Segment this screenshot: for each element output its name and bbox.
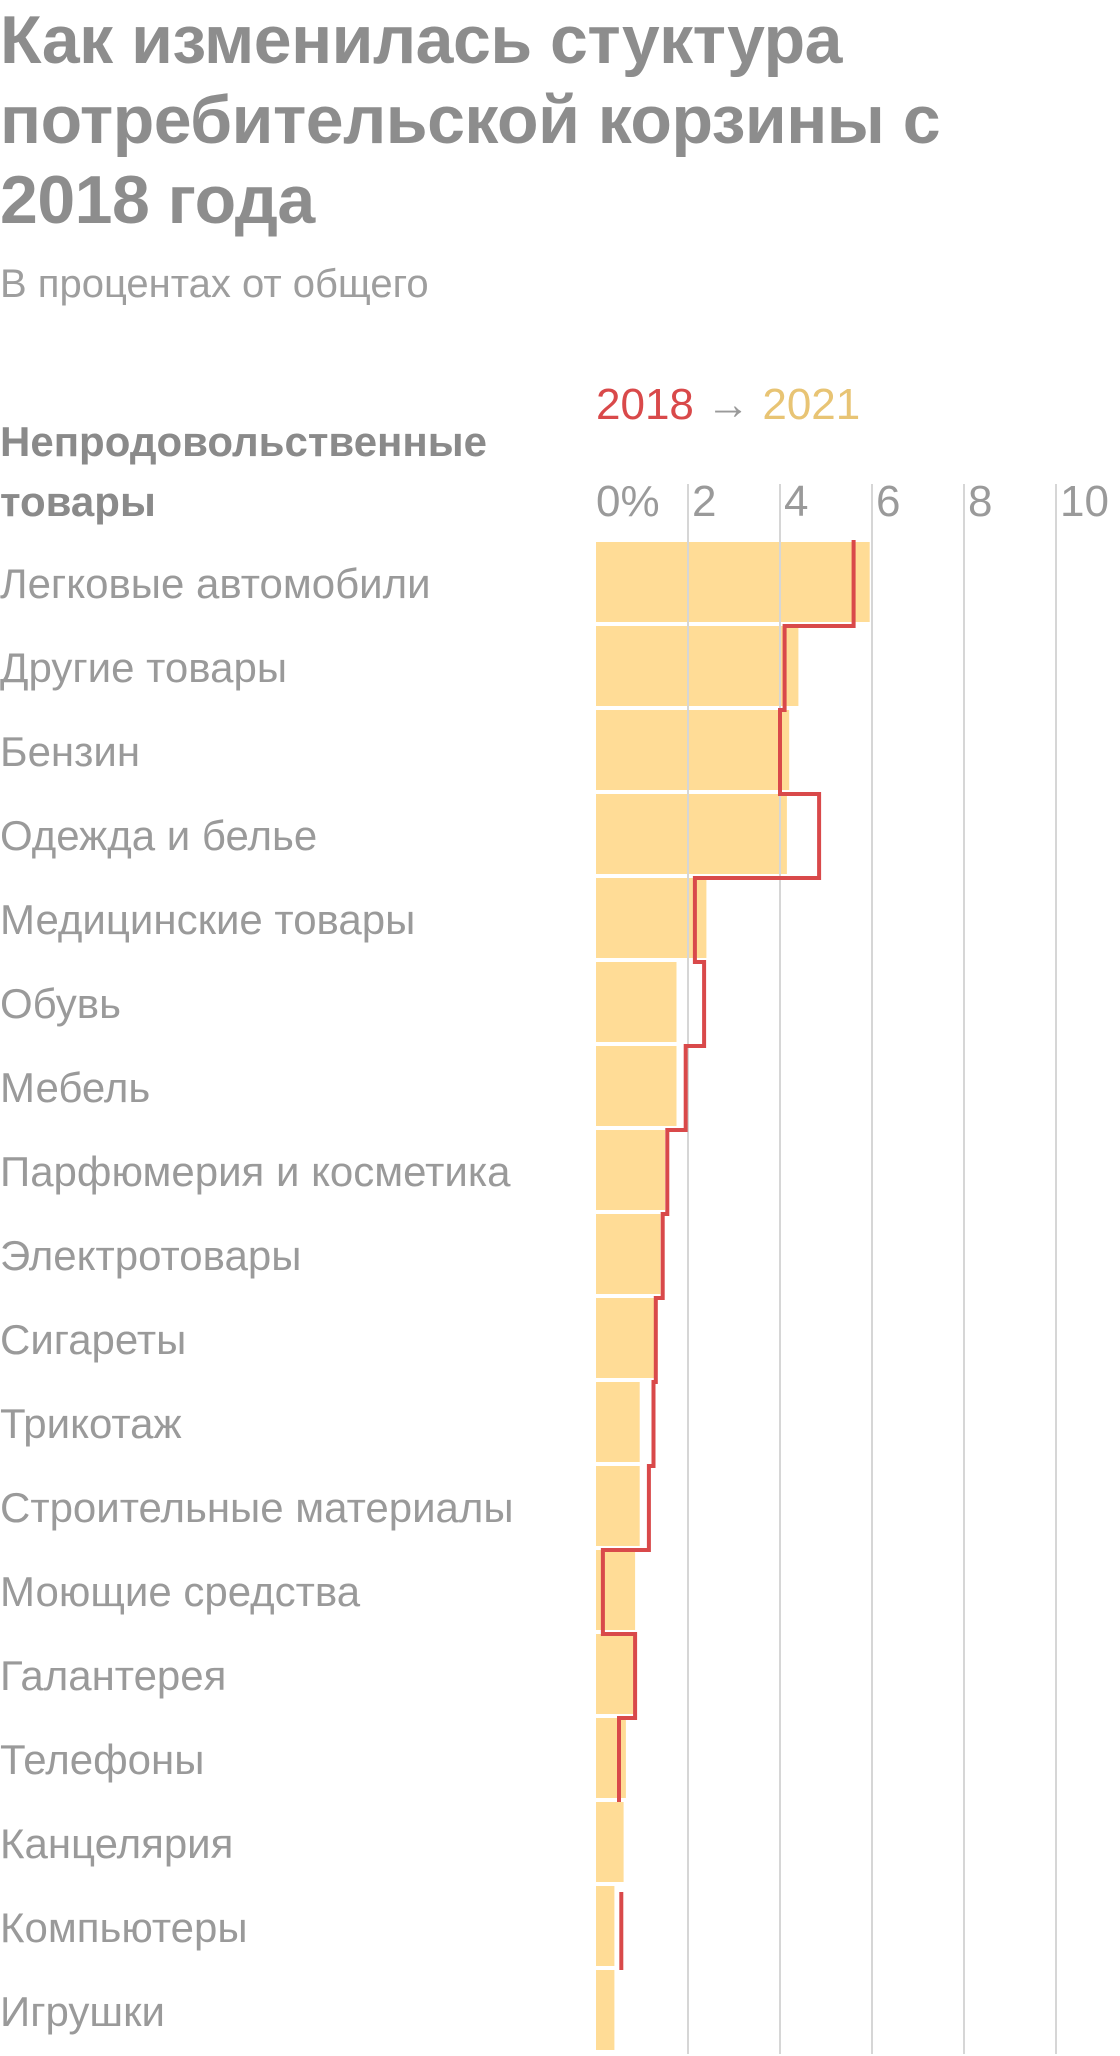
chart-title: Как изменилась стуктура потребительской …	[0, 2, 941, 238]
bars-2021	[596, 542, 870, 2050]
category-label: Строительные материалы	[0, 1484, 514, 1531]
bar-2021	[596, 1802, 624, 1882]
category-label: Медицинские товары	[0, 896, 415, 943]
category-label: Компьютеры	[0, 1904, 248, 1951]
category-label: Легковые автомобили	[0, 560, 431, 607]
section-label: Непродовольственные товары	[0, 418, 488, 525]
series-2018-path	[600, 540, 856, 1970]
tick-labels: 0% 2 4 6 8 10	[596, 477, 1109, 526]
bar-2021	[596, 542, 870, 622]
category-label: Сигареты	[0, 1316, 186, 1363]
tick-label: 2	[692, 477, 716, 526]
category-label: Электротовары	[0, 1232, 301, 1279]
category-label: Моющие средства	[0, 1568, 361, 1615]
category-label: Игрушки	[0, 1988, 165, 2035]
category-labels: Легковые автомобили Другие товары Бензин Од…	[0, 560, 514, 2035]
bar-2021	[596, 626, 799, 706]
legend-2021: 2021	[762, 380, 861, 429]
category-label: Телефоны	[0, 1736, 204, 1783]
category-label: Бензин	[0, 728, 140, 775]
bar-2021	[596, 1970, 615, 2050]
bar-2021	[596, 1886, 615, 1966]
tick-label: 4	[784, 477, 808, 526]
category-label: Галантерея	[0, 1652, 226, 1699]
bar-2021	[596, 1130, 665, 1210]
category-label: Мебель	[0, 1064, 150, 1111]
chart-subtitle: В процентах от общего	[0, 262, 429, 306]
tick-label: 10	[1060, 477, 1109, 526]
bar-2021	[596, 1634, 636, 1714]
bar-2021	[596, 1046, 677, 1126]
category-label: Другие товары	[0, 644, 287, 691]
series-2018-line	[600, 540, 856, 1970]
bar-2021	[596, 1382, 640, 1462]
tick-label: 0%	[596, 477, 660, 526]
category-label: Парфюмерия и косметика	[0, 1148, 511, 1195]
bar-2021	[596, 878, 707, 958]
bar-2021	[596, 794, 787, 874]
bar-2021	[596, 1214, 661, 1294]
bar-2021	[596, 1298, 656, 1378]
legend-arrow-icon: →	[706, 380, 751, 429]
legend: 2018 → 2021	[596, 380, 860, 430]
category-label: Обувь	[0, 980, 121, 1027]
bar-2021	[596, 1466, 640, 1546]
tick-label: 8	[968, 477, 992, 526]
category-label: Трикотаж	[0, 1400, 182, 1447]
category-label: Канцелярия	[0, 1820, 233, 1867]
bar-2021	[596, 1718, 626, 1798]
legend-2018: 2018	[596, 380, 694, 429]
bar-2021	[596, 962, 677, 1042]
gridlines	[687, 484, 1057, 2054]
bar-2021	[596, 710, 790, 790]
category-label: Одежда и белье	[0, 812, 317, 859]
tick-label: 6	[876, 477, 900, 526]
